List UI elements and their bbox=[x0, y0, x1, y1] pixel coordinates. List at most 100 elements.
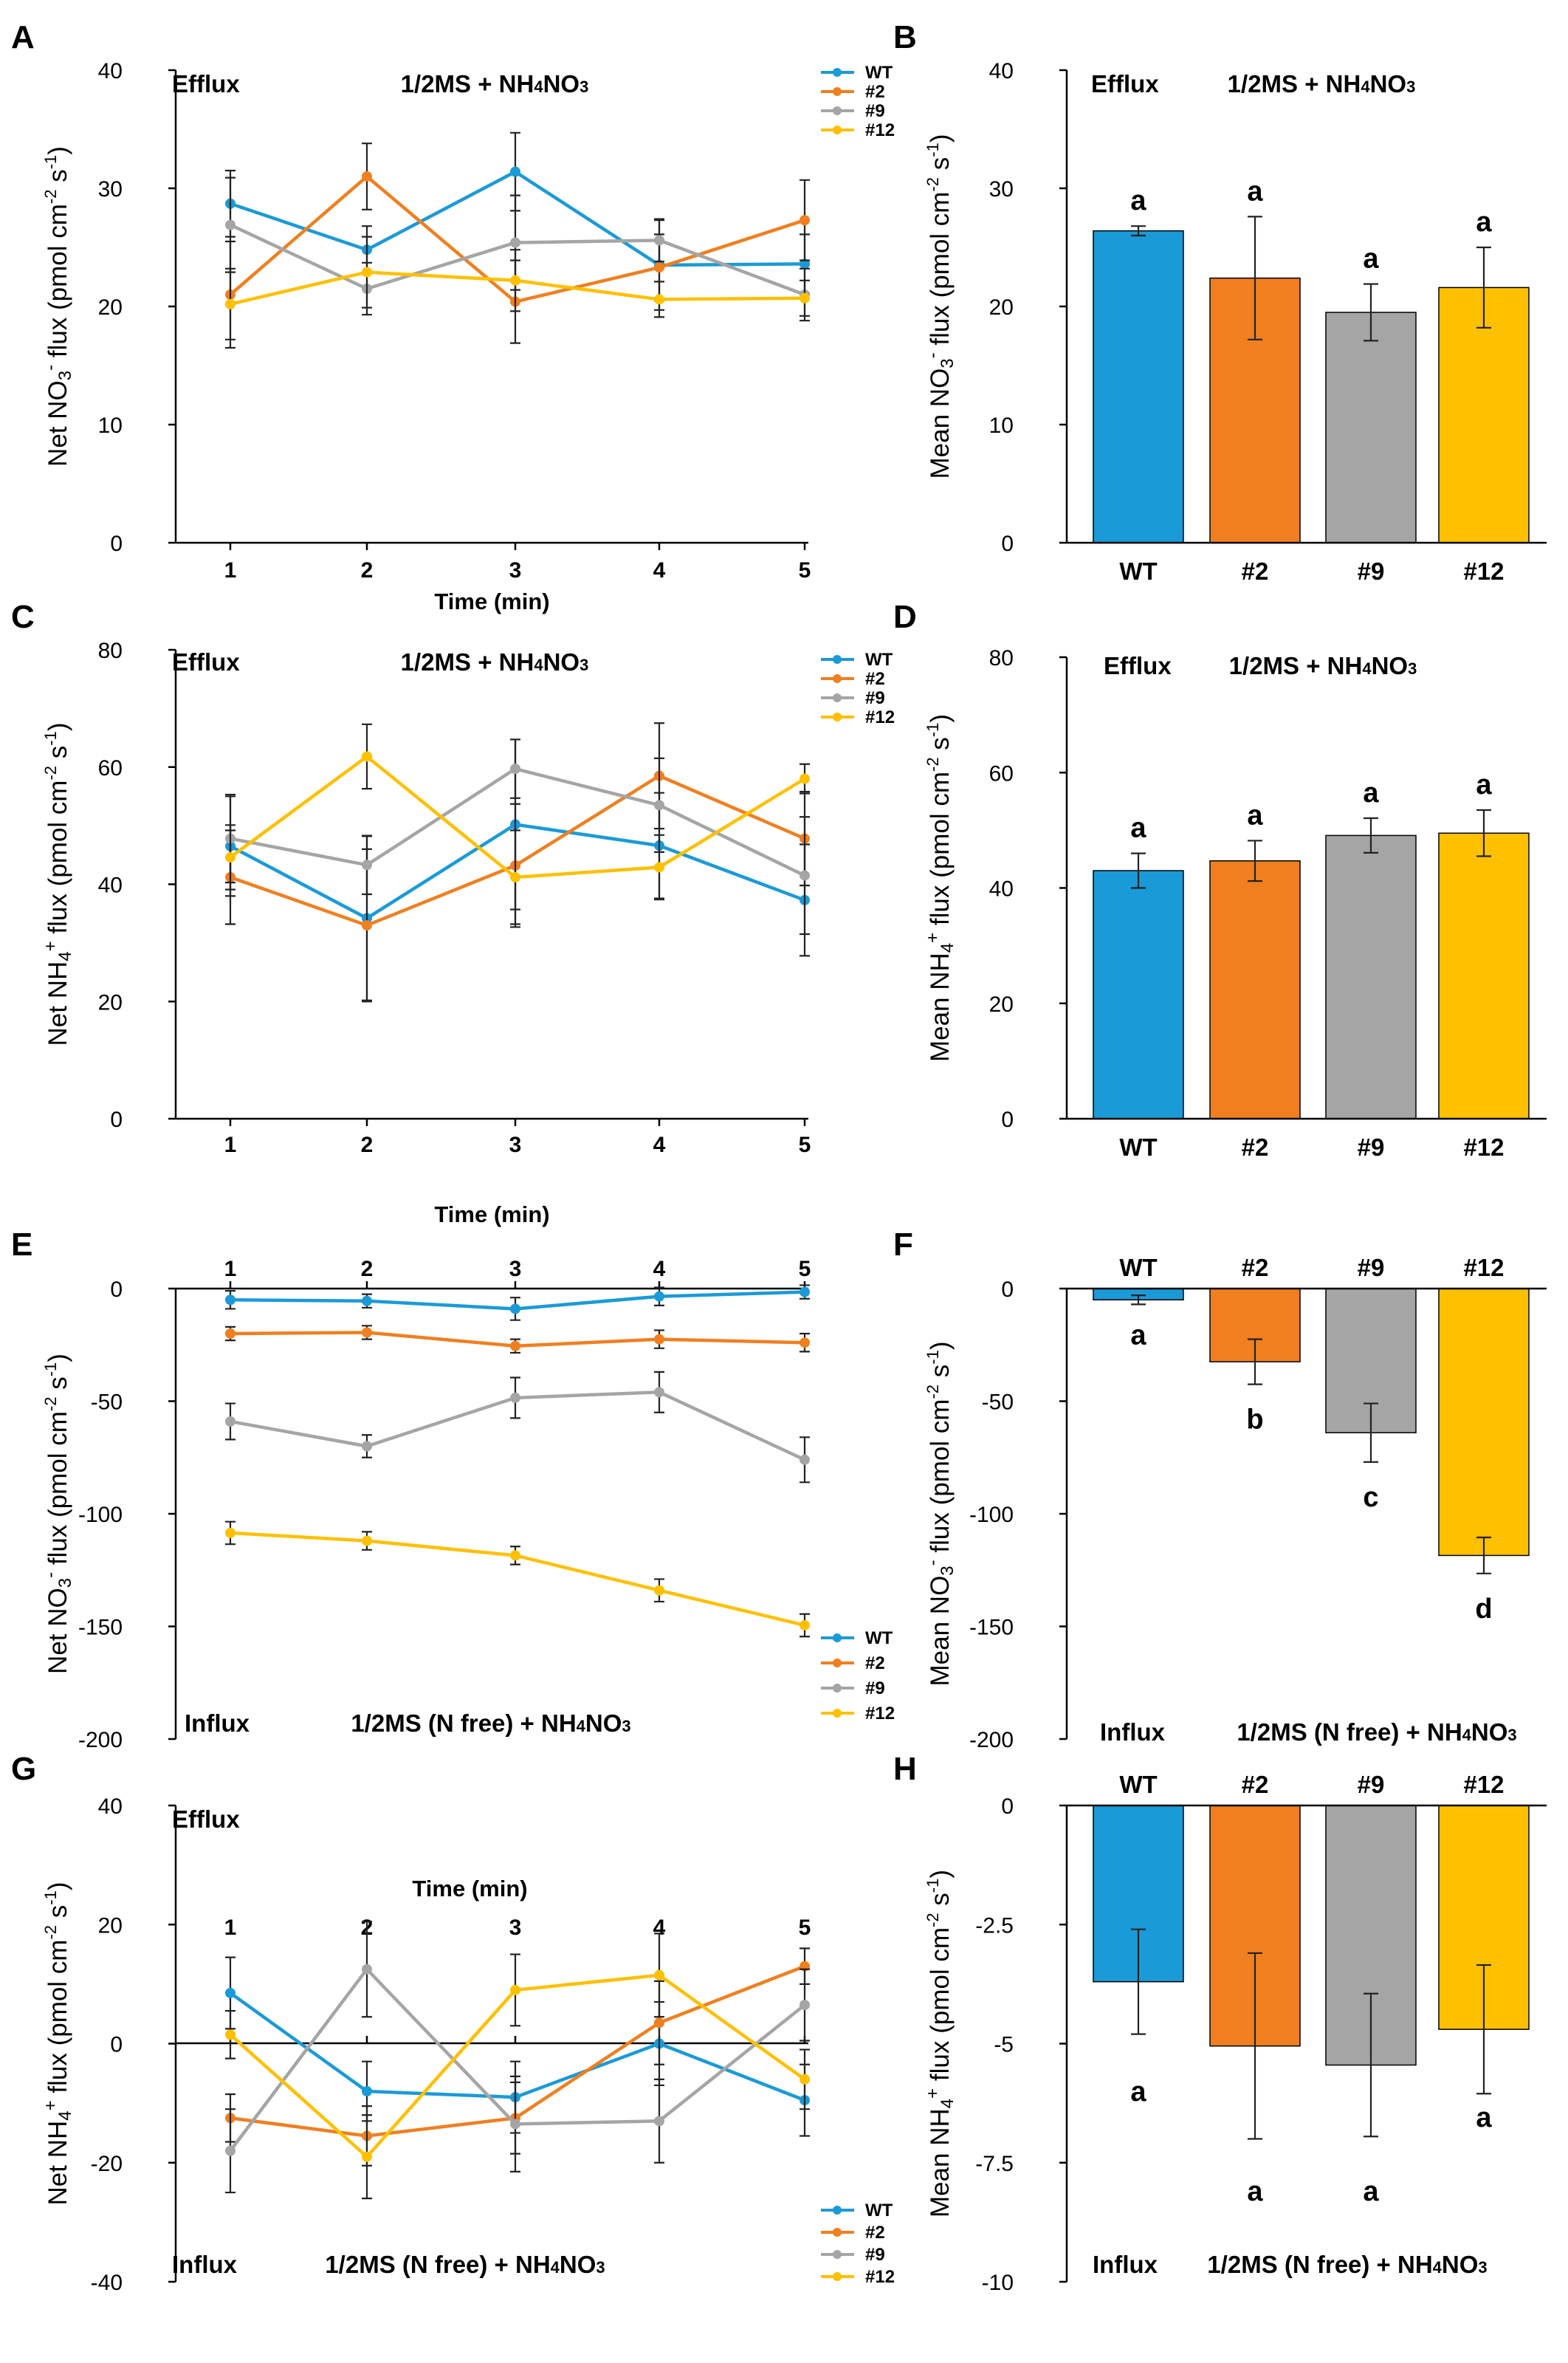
x-axis-title: Time (min) bbox=[412, 1876, 527, 1901]
legend-swatch-marker bbox=[833, 1633, 842, 1642]
error-bar bbox=[1364, 1402, 1378, 1463]
bar bbox=[1438, 1288, 1530, 1557]
legend-swatch-marker bbox=[833, 713, 842, 721]
x-tick-label: 2 bbox=[361, 1133, 374, 1157]
bar bbox=[1438, 832, 1530, 1119]
category-label: #12 bbox=[1463, 1254, 1504, 1281]
legend-swatch-marker bbox=[833, 693, 842, 702]
data-point bbox=[800, 258, 810, 270]
significance-letter: b bbox=[1246, 1405, 1263, 1436]
legend-label: WT bbox=[865, 2201, 893, 2220]
error-bar bbox=[1476, 246, 1491, 329]
data-point bbox=[510, 2119, 520, 2130]
y-tick-label: -200 bbox=[78, 1728, 123, 1752]
y-axis-title: Mean NH4+ flux (pmol cm-2 s-1) bbox=[923, 714, 957, 1062]
x-tick-label: 3 bbox=[509, 558, 522, 583]
data-point bbox=[362, 2151, 372, 2162]
legend-label: #12 bbox=[865, 120, 895, 140]
series-n12 bbox=[225, 1932, 810, 2200]
y-tick-label: 80 bbox=[98, 639, 123, 663]
data-point bbox=[362, 920, 372, 931]
panel-label: D bbox=[893, 599, 917, 635]
category-label: #2 bbox=[1242, 558, 1269, 585]
data-point bbox=[800, 870, 810, 881]
legend-label: #12 bbox=[865, 707, 895, 727]
data-point bbox=[225, 1987, 235, 1998]
y-tick-label: -100 bbox=[969, 1503, 1014, 1527]
error-bar bbox=[1476, 1964, 1491, 2095]
y-tick-label: 40 bbox=[98, 874, 123, 898]
medium-label: 1/2MS + NH4NO3 bbox=[401, 648, 589, 676]
flux-mode-label: Influx bbox=[1093, 2251, 1158, 2278]
panel-label: B bbox=[893, 19, 917, 55]
data-point bbox=[225, 298, 235, 309]
data-point bbox=[362, 1964, 372, 1975]
x-tick-label: 2 bbox=[361, 1257, 374, 1281]
y-tick-label: 0 bbox=[1001, 532, 1014, 556]
legend: WT#2#9#12 bbox=[821, 2201, 895, 2287]
data-point bbox=[510, 1984, 520, 1995]
category-label: #9 bbox=[1358, 1254, 1385, 1281]
legend: WT#2#9#12 bbox=[821, 650, 895, 727]
data-point bbox=[362, 1327, 372, 1338]
series-n9 bbox=[225, 1371, 810, 1484]
legend-swatch-marker bbox=[833, 1659, 842, 1667]
y-tick-label: -150 bbox=[78, 1616, 123, 1640]
y-tick-label: 40 bbox=[98, 1794, 123, 1819]
y-tick-label: 60 bbox=[98, 756, 123, 781]
series-line bbox=[229, 823, 805, 921]
series-n12 bbox=[225, 236, 810, 340]
panel-D: D 0 20 40 60 80 Mean NH4+ flux (pmol cm-2 s-1)… bbox=[893, 599, 1547, 1161]
significance-letter: a bbox=[1363, 244, 1379, 275]
data-point bbox=[362, 2086, 372, 2096]
panel-H: H -10 -7.5 -5 -2.5 0 Mean NH4+ flux (pmol cm-2… bbox=[893, 1751, 1547, 2295]
medium-label: 1/2MS (N free) + NH4NO3 bbox=[1207, 2251, 1487, 2278]
panel-B: B 0 10 20 30 40 Mean NO3- flux (pmol cm-2 s-1)… bbox=[893, 19, 1547, 585]
bar bbox=[1093, 870, 1184, 1119]
legend-label: #12 bbox=[865, 1704, 895, 1724]
x-tick-label: 3 bbox=[509, 1916, 522, 1940]
x-axis-title: Time (min) bbox=[434, 589, 549, 614]
y-tick-label: 40 bbox=[98, 59, 123, 83]
y-tick-label: 0 bbox=[1001, 1108, 1014, 1132]
error-bar bbox=[1248, 216, 1262, 340]
y-axis-title: Net NH4+ flux (pmol cm-2 s-1) bbox=[41, 1882, 75, 2206]
significance-letter: a bbox=[1476, 207, 1492, 238]
significance-letter: a bbox=[1130, 813, 1146, 844]
y-tick-label: 80 bbox=[989, 646, 1014, 671]
x-tick-label: 5 bbox=[799, 558, 811, 583]
legend-label: #9 bbox=[865, 2245, 885, 2265]
y-tick-label: -10 bbox=[982, 2271, 1014, 2295]
y-axis-title: Mean NH4+ flux (pmol cm-2 s-1) bbox=[923, 1870, 957, 2218]
y-tick-label: 20 bbox=[98, 990, 123, 1015]
legend: WT#2#9#12 bbox=[821, 1628, 895, 1724]
data-point bbox=[510, 1392, 520, 1403]
data-point bbox=[510, 166, 520, 177]
series-n12 bbox=[225, 1520, 810, 1638]
y-tick-label: 0 bbox=[1001, 1794, 1014, 1819]
y-tick-label: -200 bbox=[969, 1728, 1014, 1752]
y-tick-label: 40 bbox=[989, 877, 1014, 902]
data-point bbox=[510, 1340, 520, 1351]
data-point bbox=[654, 262, 664, 273]
y-axis-title: Mean NO3- flux (pmol cm-2 s-1) bbox=[923, 1342, 957, 1687]
error-bar bbox=[1248, 1952, 1262, 2140]
data-point bbox=[800, 773, 810, 784]
x-tick-label: 4 bbox=[653, 1133, 666, 1157]
category-label: #12 bbox=[1463, 558, 1504, 585]
legend-label: #9 bbox=[865, 1678, 885, 1698]
y-tick-label: 0 bbox=[110, 2033, 123, 2057]
y-axis-title: Net NO3- flux (pmol cm-2 s-1) bbox=[41, 1354, 75, 1674]
error-bar bbox=[1364, 283, 1378, 342]
y-tick-label: -100 bbox=[78, 1503, 123, 1527]
data-point bbox=[362, 1441, 372, 1452]
data-point bbox=[800, 1286, 810, 1297]
y-tick-label: 40 bbox=[989, 59, 1014, 83]
flux-mode-label: Influx bbox=[185, 1709, 250, 1737]
category-label: #9 bbox=[1358, 1771, 1385, 1798]
error-bar bbox=[1131, 1928, 1146, 2035]
data-point bbox=[654, 294, 664, 305]
data-point bbox=[225, 2029, 235, 2040]
error-bar bbox=[1476, 809, 1491, 857]
legend-swatch-marker bbox=[833, 126, 842, 134]
